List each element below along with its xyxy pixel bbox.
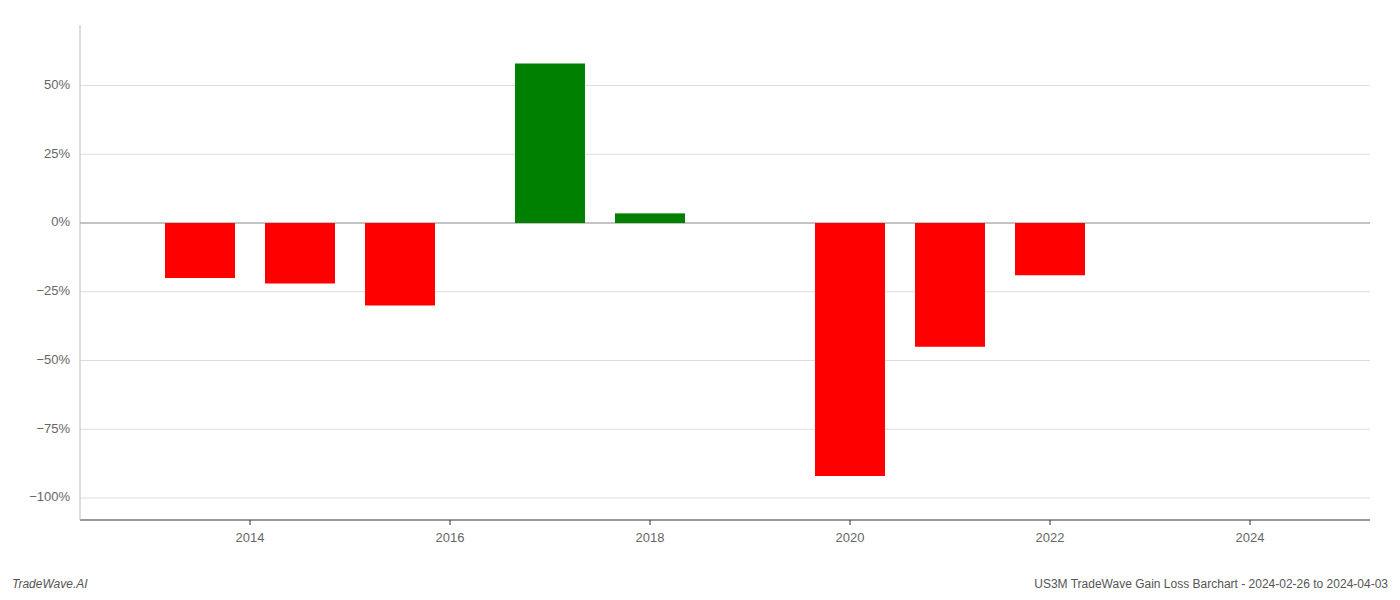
y-axis-line — [80, 25, 81, 520]
x-tick-label: 2020 — [836, 530, 865, 545]
x-tick-label: 2024 — [1236, 530, 1265, 545]
bar — [165, 223, 235, 278]
y-tick-label: −50% — [36, 352, 70, 367]
grid-line — [80, 85, 1370, 86]
bar — [515, 64, 585, 224]
y-tick-label: 50% — [44, 77, 70, 92]
bar — [1015, 223, 1085, 275]
x-tick-label: 2022 — [1036, 530, 1065, 545]
grid-line — [80, 360, 1370, 361]
x-tick — [650, 520, 651, 525]
grid-line — [80, 498, 1370, 499]
bar — [915, 223, 985, 347]
grid-line — [80, 154, 1370, 155]
bar — [615, 213, 685, 223]
x-tick-label: 2016 — [436, 530, 465, 545]
grid-line — [80, 429, 1370, 430]
y-tick-label: −75% — [36, 421, 70, 436]
bar — [365, 223, 435, 306]
x-axis-line — [80, 519, 1370, 520]
y-tick-label: −100% — [29, 489, 70, 504]
x-tick — [1050, 520, 1051, 525]
y-tick-label: 25% — [44, 146, 70, 161]
footer-left: TradeWave.AI — [12, 577, 88, 591]
x-tick — [1250, 520, 1251, 525]
bar — [265, 223, 335, 284]
x-tick — [250, 520, 251, 525]
bars — [165, 64, 1085, 477]
y-tick-label: −25% — [36, 283, 70, 298]
x-tick — [850, 520, 851, 525]
background — [0, 0, 1400, 600]
grid-line — [80, 291, 1370, 292]
y-tick-label: 0% — [51, 214, 70, 229]
x-tick — [450, 520, 451, 525]
x-tick-label: 2018 — [636, 530, 665, 545]
footer-right: US3M TradeWave Gain Loss Barchart - 2024… — [1034, 577, 1388, 591]
chart: −100% −75% −50% −25% 0% 25% 50% 2014 2016 2018 202… — [0, 0, 1400, 600]
x-tick-label: 2014 — [236, 530, 265, 545]
bar — [815, 223, 885, 476]
